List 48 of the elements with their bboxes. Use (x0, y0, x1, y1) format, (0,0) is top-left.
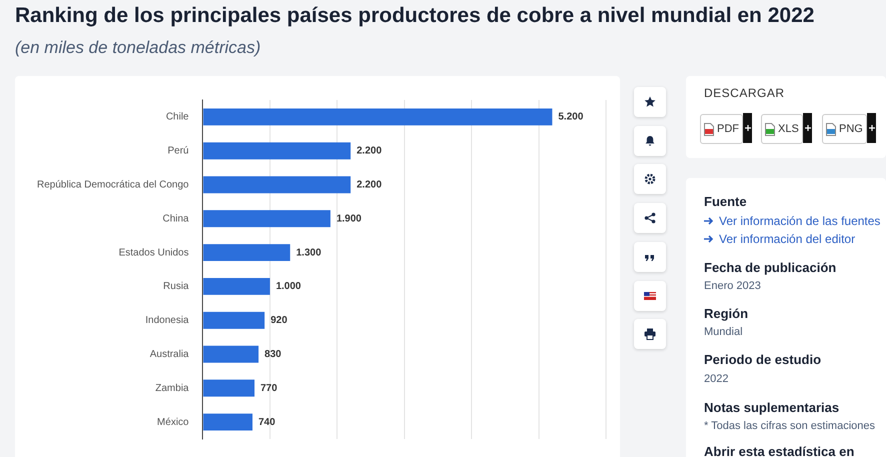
y-tick-label: Perú (168, 146, 189, 157)
bar (203, 108, 552, 126)
y-tick-label: Rusia (163, 281, 190, 292)
text: Ver información de las fuentes (719, 214, 880, 228)
data-label: 1.900 (336, 213, 362, 224)
text: Mundial (704, 326, 743, 338)
y-tick-label: Indonesia (145, 315, 190, 326)
text: DESCARGAR (704, 86, 785, 100)
data-label: 830 (264, 349, 282, 360)
y-tick-label: China (162, 213, 190, 224)
bar (203, 414, 252, 431)
data-label: 1.000 (276, 281, 302, 292)
data-label: 2.200 (356, 180, 382, 190)
data-label: 770 (260, 382, 278, 394)
y-tick-label: Chile (166, 112, 190, 123)
bar (203, 210, 330, 228)
data-label: 2.200 (356, 146, 382, 157)
data-label: 5.200 (558, 112, 584, 123)
text: Abrir esta estadística en (704, 444, 854, 457)
bar (203, 278, 270, 295)
chart-subtitle: (en miles de toneladas métricas) (15, 38, 261, 58)
data-label: 740 (258, 416, 276, 428)
text: Notas suplementarias (704, 400, 840, 415)
bar (203, 380, 254, 397)
bar (203, 312, 265, 329)
text: PNG (839, 123, 863, 135)
y-tick-label: República Democrática del Congo (37, 180, 190, 190)
text: Fecha de publicación (704, 260, 836, 275)
y-tick-label: Estados Unidos (118, 247, 189, 258)
data-label: 1.300 (296, 247, 322, 258)
y-tick-label: Zambia (155, 382, 190, 394)
data-label: 920 (270, 315, 288, 326)
text: * Todas las cifras son estimaciones (704, 420, 875, 432)
chart-title: Ranking de los principales países productores de cobre a nivel mundial en 2022 (15, 4, 814, 28)
y-tick-label: México (157, 416, 190, 428)
text: XLS (778, 123, 799, 135)
bar (203, 244, 290, 262)
text: Región (704, 306, 748, 321)
bar (203, 346, 259, 363)
bar (203, 176, 351, 194)
bar (203, 142, 351, 160)
text: Enero 2023 (704, 280, 761, 292)
y-tick-label: Australia (150, 349, 190, 360)
text: Periodo de estudio (704, 352, 822, 367)
text: Ver información del editor (719, 232, 856, 246)
text: PDF (717, 123, 739, 135)
text: 2022 (704, 373, 728, 385)
text: Fuente (704, 194, 747, 209)
